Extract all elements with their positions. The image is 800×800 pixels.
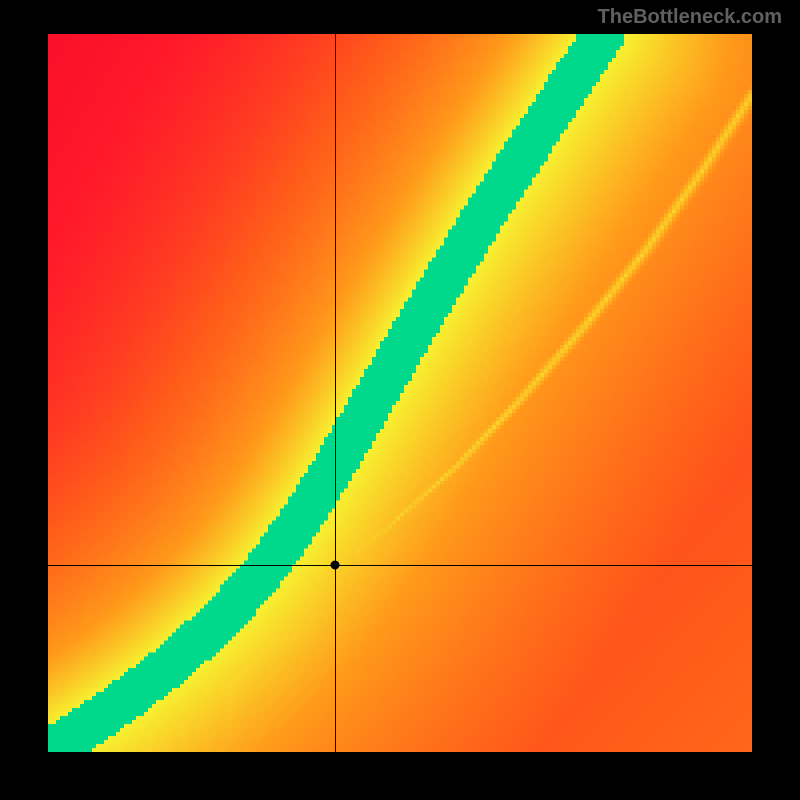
- crosshair-vertical: [335, 34, 336, 752]
- marker-dot: [331, 560, 340, 569]
- heatmap-plot: [48, 34, 752, 752]
- watermark-text: TheBottleneck.com: [598, 6, 782, 29]
- crosshair-horizontal: [48, 565, 752, 566]
- heatmap-canvas: [48, 34, 752, 752]
